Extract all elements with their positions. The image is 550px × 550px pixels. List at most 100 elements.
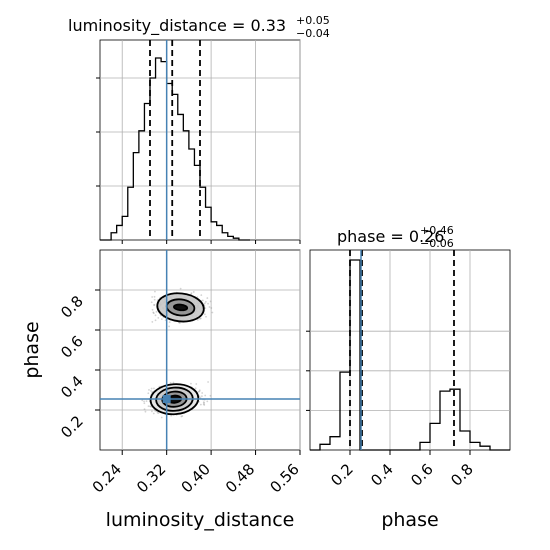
scatter-point — [154, 290, 156, 293]
scatter-point — [198, 389, 201, 392]
histogram-phase — [310, 259, 510, 451]
scatter-point — [205, 315, 207, 318]
scatter-point — [199, 317, 201, 320]
scatter-point — [203, 402, 205, 404]
scatter-point — [150, 387, 153, 390]
scatter-point — [152, 412, 155, 415]
scatter-point — [204, 307, 207, 310]
scatter-point — [168, 321, 171, 324]
y-tick-label: 0.6 — [57, 332, 87, 362]
scatter-point — [157, 412, 160, 415]
scatter-point — [195, 383, 198, 385]
title-luminosity-distance-minus: −0.04 — [296, 27, 330, 40]
scatter-point — [202, 403, 205, 406]
scatter-point — [190, 292, 193, 294]
scatter-point — [155, 310, 158, 313]
scatter-point — [200, 294, 203, 297]
scatter-point — [194, 387, 197, 390]
scatter-point — [199, 403, 202, 406]
scatter-point — [154, 409, 157, 412]
scatter-point — [209, 300, 212, 303]
scatter-point — [150, 390, 152, 392]
scatter-point — [201, 392, 204, 394]
x-tick-label: 0.24 — [89, 460, 125, 496]
scatter-point — [208, 306, 211, 308]
x-tick-label: 0.32 — [133, 460, 169, 496]
scatter-point — [181, 415, 184, 417]
y-tick-label: 0.8 — [57, 292, 87, 322]
scatter-point — [180, 415, 183, 418]
x-tick-label: 0.48 — [222, 460, 258, 496]
scatter-point — [204, 300, 207, 303]
scatter-point — [206, 297, 209, 299]
scatter-point — [178, 322, 181, 324]
title-phase-minus: −0.06 — [420, 237, 454, 250]
scatter-point — [152, 312, 155, 315]
title-luminosity-distance: luminosity_distance = 0.33 — [68, 16, 286, 36]
x-tick-label: 0.4 — [367, 460, 397, 490]
scatter-point — [151, 296, 154, 298]
scatter-point — [169, 382, 172, 384]
scatter-panel — [99, 249, 301, 451]
contour-line — [156, 292, 205, 323]
scatter-point — [203, 302, 206, 305]
y-axis-label-phase: phase — [21, 321, 43, 378]
scatter-point — [153, 295, 156, 298]
scatter-point — [160, 416, 163, 419]
scatter-point — [147, 392, 150, 395]
scatter-point — [141, 399, 144, 402]
scatter-point — [192, 291, 195, 293]
scatter-point — [151, 308, 154, 311]
scatter-point — [143, 400, 145, 403]
x-tick-label: 0.40 — [178, 460, 214, 496]
contour-line — [173, 303, 189, 312]
scatter-point — [190, 382, 192, 385]
scatter-point — [204, 394, 207, 397]
scatter-point — [151, 321, 154, 323]
scatter-point — [148, 389, 150, 391]
scatter-point — [154, 314, 157, 317]
contour-line — [149, 383, 200, 416]
x-tick-label: 0.6 — [407, 460, 437, 490]
title-luminosity-distance-plus: +0.05 — [296, 14, 330, 27]
scatter-point — [210, 307, 213, 309]
scatter-point — [198, 390, 201, 393]
scatter-point — [203, 404, 206, 406]
scatter-point — [202, 401, 205, 404]
histogram-luminosity-distance — [100, 57, 250, 241]
scatter-point — [153, 304, 155, 306]
scatter-point — [143, 402, 146, 405]
scatter-point — [156, 411, 159, 414]
scatter-point — [203, 313, 206, 316]
contour-line — [155, 386, 194, 412]
scatter-point — [201, 299, 204, 302]
scatter-point — [160, 318, 163, 321]
x-axis-label-luminosity-distance: luminosity_distance — [106, 509, 295, 531]
scatter-point — [206, 400, 209, 403]
title-phase: phase = 0.26 — [337, 227, 444, 246]
truth-marker — [162, 395, 171, 403]
title-phase-plus: +0.46 — [420, 224, 454, 237]
scatter-point — [152, 311, 155, 314]
scatter-point — [153, 303, 156, 306]
scatter-point — [151, 410, 153, 413]
x-tick-label: 0.8 — [447, 460, 477, 490]
y-tick-label: 0.4 — [57, 372, 87, 402]
x-axis-label-phase: phase — [381, 509, 438, 531]
scatter-point — [144, 410, 147, 413]
scatter-point — [149, 405, 152, 408]
scatter-point — [147, 405, 150, 408]
scatter-point — [172, 381, 175, 384]
scatter-point — [197, 390, 200, 393]
scatter-point — [143, 408, 146, 411]
scatter-point — [153, 387, 155, 390]
scatter-point — [199, 317, 202, 320]
scatter-point — [207, 381, 209, 383]
x-tick-label: 0.2 — [327, 460, 357, 490]
scatter-point — [150, 301, 153, 304]
scatter-point — [196, 318, 199, 321]
scatter-point — [168, 325, 171, 328]
scatter-point — [153, 298, 156, 301]
scatter-point — [145, 400, 148, 403]
